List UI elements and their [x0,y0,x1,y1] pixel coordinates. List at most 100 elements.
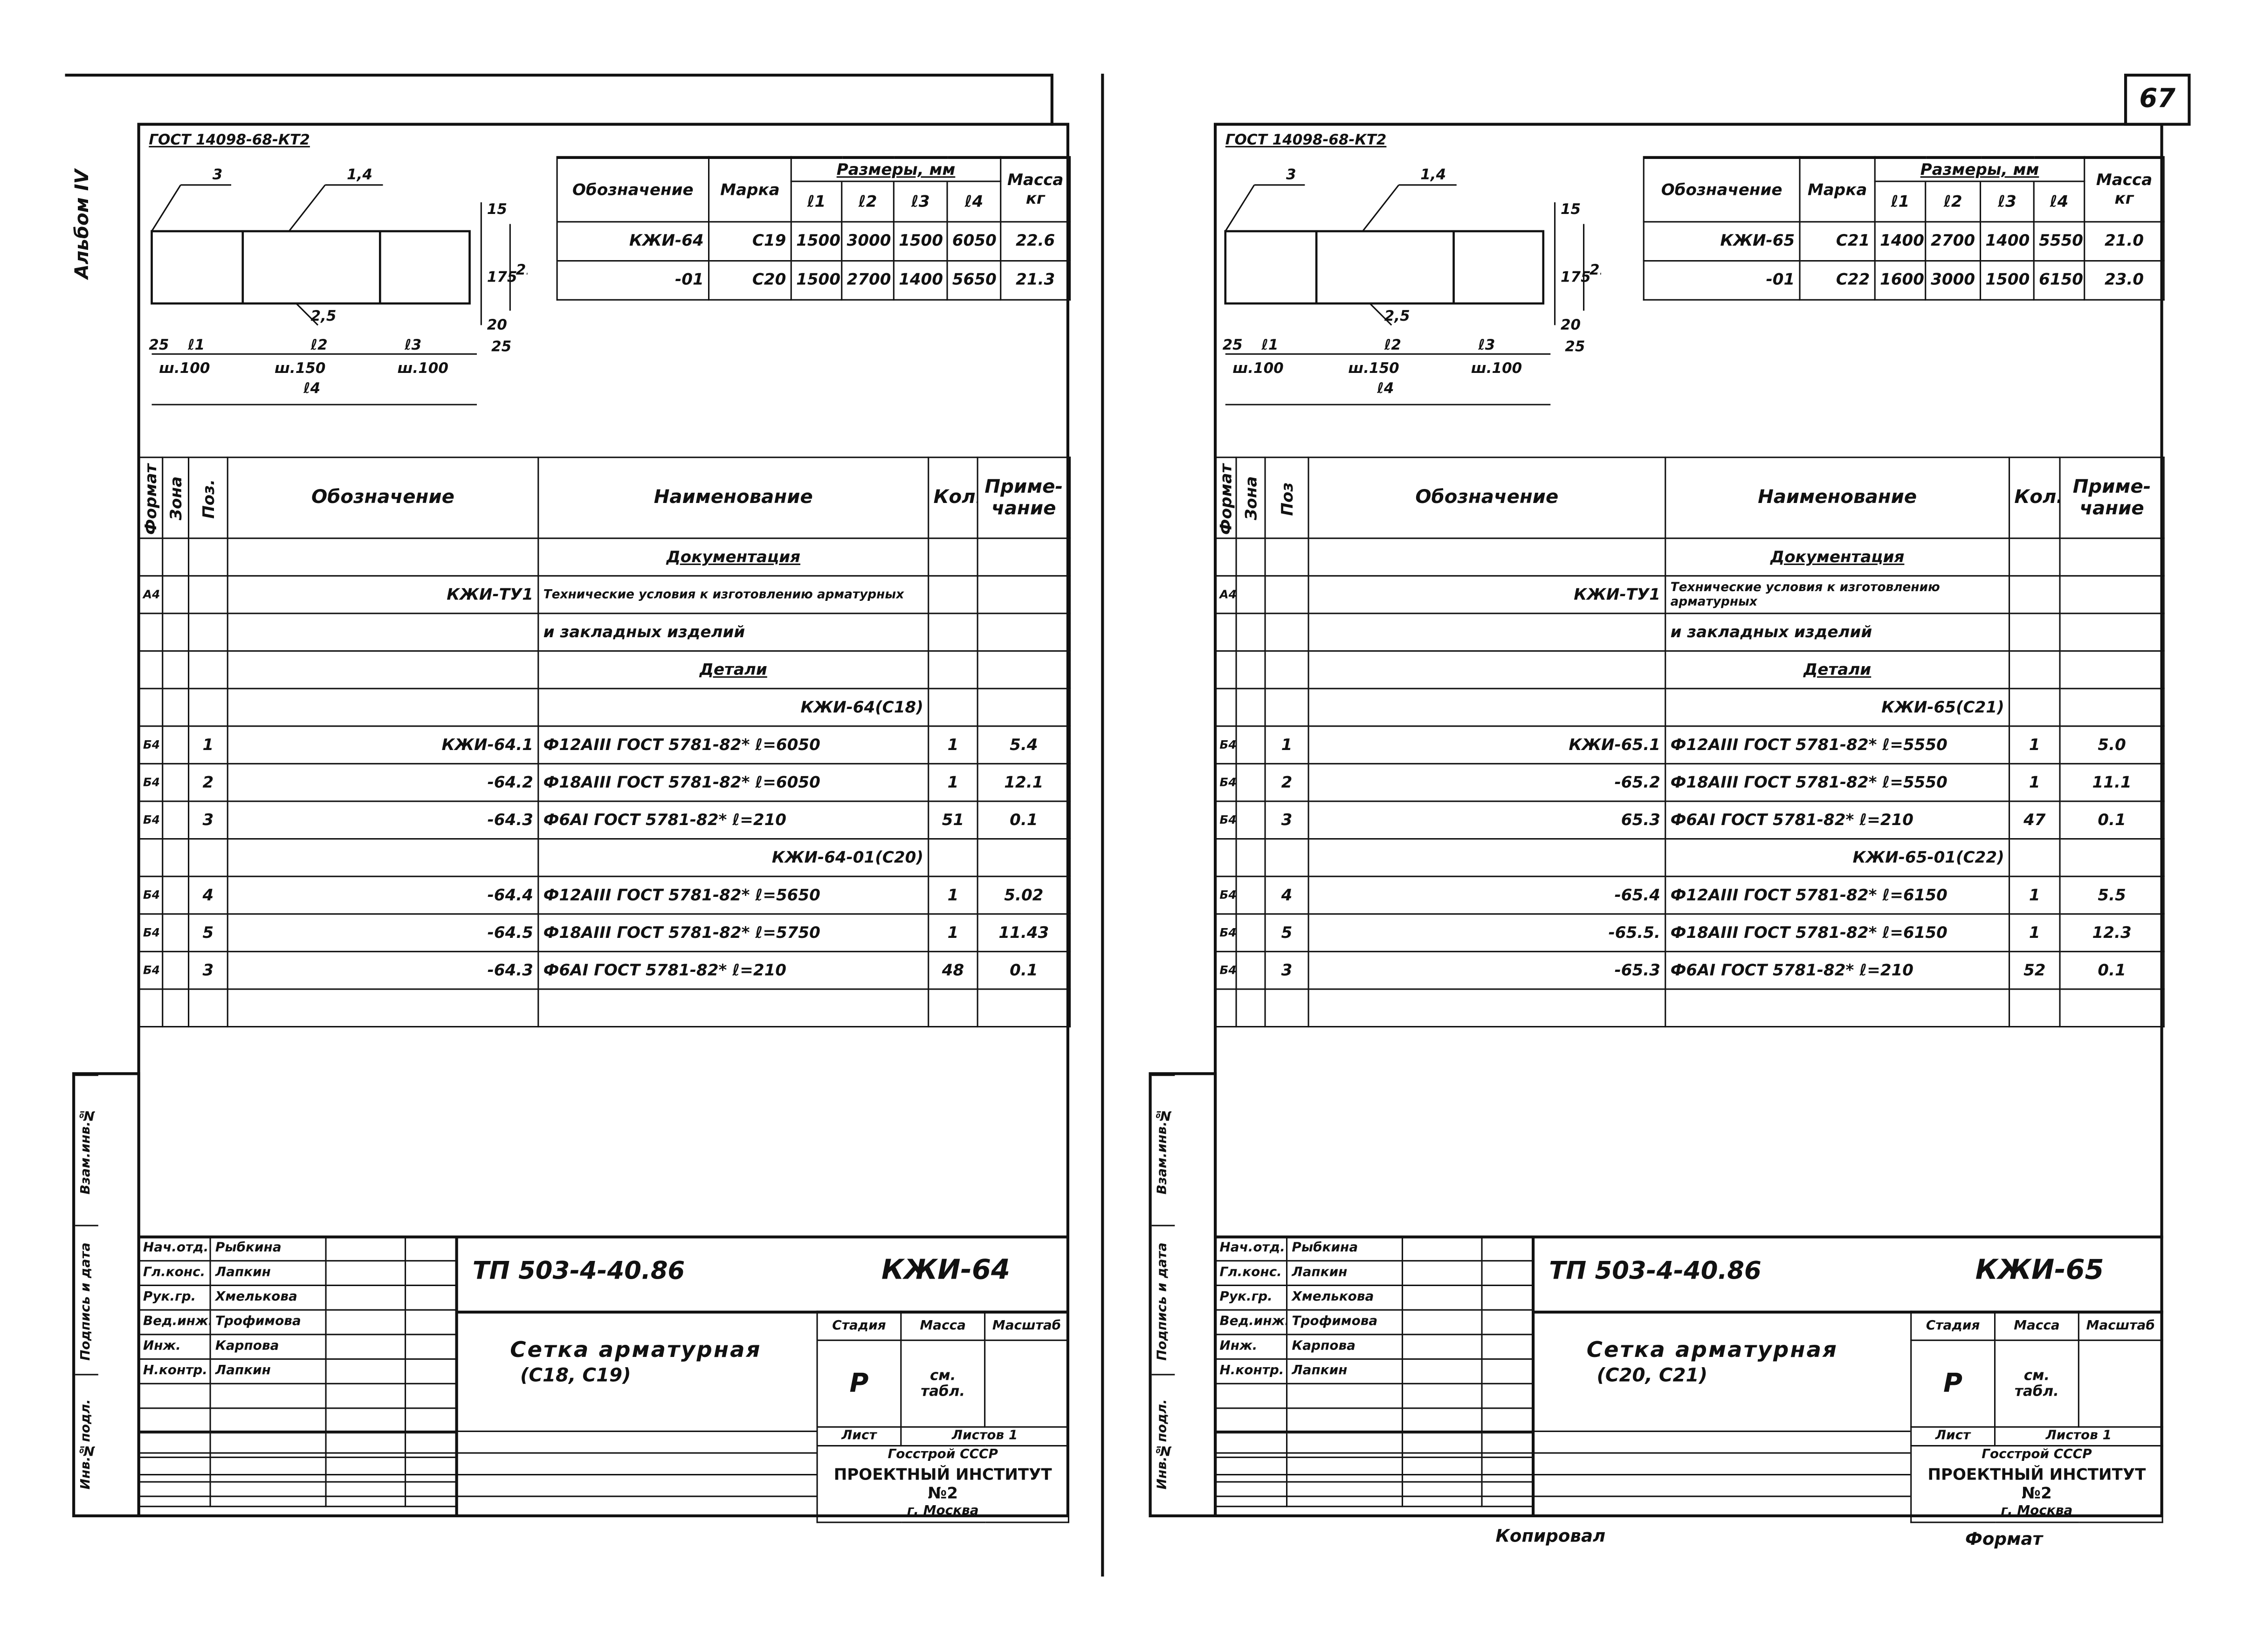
spec-header-cell: Зона [1236,457,1266,538]
spec-header-cell: Приме-чание [2059,456,2165,539]
dimension-cell: -01 [556,259,710,300]
spec-cell [227,613,539,652]
spec-cell [2059,537,2165,577]
signature-row: Н.контр. Лапкин [137,1358,457,1384]
signature-empty-cell [137,1407,211,1434]
signature-row: Вед.инж. Трофимова [1213,1309,1534,1335]
spec-cell [187,988,228,1028]
signature-empty-cell [1213,1407,1288,1434]
sketch-dimension-label: ш.150 [275,360,325,377]
sketch-dimension-label: 210 [1590,262,1601,278]
signature-empty-cell [1481,1456,1534,1483]
stage-header-cell: Масштаб [984,1310,1069,1341]
spec-cell: Б4 [137,800,164,840]
sheet-row: Лист Листов 1 [816,1426,1069,1447]
dimension-cell: 1500 [893,220,948,261]
signature-empty-cell [137,1456,211,1483]
header-length: ℓ3 [893,179,948,222]
spec-header-cell: Формат [1214,457,1237,538]
spec-row: Б4 3 -64.3 Ф6АI ГОСТ 5781-82* ℓ=210 48 0.1 [137,950,1071,990]
title-row-line [455,1310,1069,1314]
signature-empty-cell [209,1456,327,1483]
spec-cell [1264,650,1309,689]
spec-cell: -64.3 [227,800,539,840]
signature-date [404,1358,457,1384]
spec-cell: 2 [187,763,228,802]
signature-date [404,1309,457,1335]
title-row-line [1532,1310,2163,1314]
header-mark: Марка [708,157,792,222]
spec-cell [977,575,1071,614]
gost-label: ГОСТ 14098-68-КТ2 [149,133,310,149]
signature-row: Вед.инж. Трофимова [137,1309,457,1335]
spec-cell: Детали [1665,650,2010,689]
sketch-dimension-label: ℓ4 [303,380,320,397]
header-length: ℓ3 [1979,179,2035,222]
spec-cell [1264,613,1309,652]
signature-empty-cell [325,1481,406,1507]
spec-cell [162,913,190,952]
spec-cell: 1 [928,913,978,952]
spec-cell [1264,575,1309,614]
drawing-code: КЖИ-65 [1975,1254,2104,1286]
sketch-dimension-label: ш.150 [1348,360,1399,377]
header-length: ℓ1 [1874,179,1927,222]
sketch-dimension-label: ш.100 [398,360,448,377]
spec-cell [977,838,1071,877]
dimension-cell: С19 [708,220,792,261]
spec-cell [977,988,1071,1028]
leader-line [151,184,181,232]
spec-row: Б4 3 65.3 Ф6АI ГОСТ 5781-82* ℓ=210 47 0.1 [1213,800,2165,840]
spec-cell: 47 [2008,800,2061,840]
spec-cell [1235,913,1266,952]
dimension-cell: 22.6 [1000,220,1071,261]
spec-cell [187,537,228,577]
header-sizes: Размеры, мм [1874,157,2085,182]
sketch-dimension-label: 25 [491,338,511,355]
spec-cell: -65.4 [1307,875,1666,915]
spec-cell [137,988,164,1028]
signature-mark [1401,1235,1483,1262]
signature-name: Хмелькова [1286,1284,1404,1311]
spec-cell [1307,537,1666,577]
spec-cell [137,838,164,877]
spec-cell [2059,988,2165,1028]
signature-date [404,1260,457,1286]
signature-mark [1401,1260,1483,1286]
spec-cell: 3 [1264,800,1309,840]
spec-cell: -65.3 [1307,950,1666,990]
spec-cell [227,688,539,727]
signature-mark [1401,1334,1483,1360]
sheets-count: Листов 1 [1994,1426,2163,1447]
spec-row: Б4 2 -64.2 Ф18АIII ГОСТ 5781-82* ℓ=6050 1 12.… [137,763,1071,802]
spec-cell: КЖИ-64.1 [227,725,539,764]
signature-row: Инж. Карпова [1213,1334,1534,1360]
mesh-sketch: 3 1,4 2,5 25 ℓ1 ℓ2 ℓ3 ш.100 ш.150 ш.100 ℓ4 15 175210… [149,166,528,406]
spec-row: Б4 1 КЖИ-65.1 Ф12АIII ГОСТ 5781-82* ℓ=5550 1… [1213,725,2165,764]
spec-cell [1235,988,1266,1028]
sketch-dimension-label: ℓ1 [1261,337,1278,353]
dimension-cell: 21.0 [2084,220,2165,261]
spec-cell [162,800,190,840]
spec-cell [1264,838,1309,877]
spec-cell: 4 [187,875,228,915]
organization-line-3: г. Москва [2001,1504,2073,1519]
signature-row-empty [137,1456,457,1483]
sketch-dimension-label: 210 [516,262,528,278]
signature-role: Вед.инж. [1213,1309,1288,1335]
header-mass: Масса кг [1000,157,1071,222]
signature-role: Н.контр. [1213,1358,1288,1384]
spec-row: Документация [1213,537,2165,577]
signature-role: Рук.гр. [1213,1284,1288,1311]
spec-cell [2059,575,2165,614]
mesh-outline [151,230,471,305]
spec-cell: КЖИ-65(С21) [1665,688,2010,727]
signature-date [404,1334,457,1360]
dimension-cell: 1400 [893,259,948,300]
sketch-dimension-label: 20 [1561,317,1581,333]
signature-empty-cell [1286,1407,1404,1434]
stage-header-row: Стадия Масса Масштаб [1910,1310,2163,1341]
spec-row [1213,988,2165,1028]
dimension-cell: 6150 [2033,259,2085,300]
